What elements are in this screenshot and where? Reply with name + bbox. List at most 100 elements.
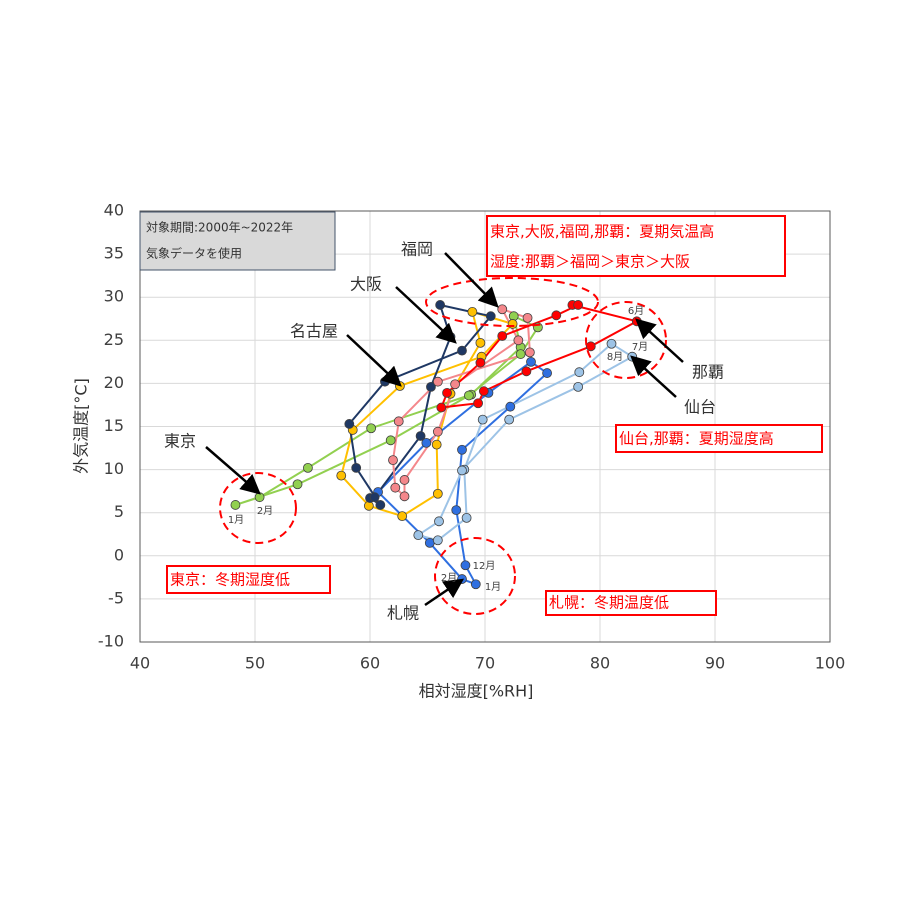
data-point [415,431,426,441]
annotation-arrow [424,578,465,607]
data-point [463,390,474,401]
plot-area [230,300,642,590]
data-point [457,345,467,356]
data-point [450,379,461,390]
month-label: 12月 [473,560,496,572]
note-box [166,565,331,594]
data-point [375,500,386,510]
data-point [478,386,489,397]
data-point [385,435,396,446]
data-point [585,341,596,352]
y-tick-label: 5 [114,502,124,521]
data-point [542,368,552,378]
city-label: 福岡 [401,240,433,259]
data-point [470,579,481,590]
note-text: 札幌：冬期温度低 [549,594,669,612]
data-point [336,470,347,481]
city-label: 那覇 [692,363,724,382]
city-label: 名古屋 [290,322,338,341]
data-point [351,462,362,473]
city-label: 大阪 [350,275,382,294]
data-point [432,488,443,499]
data-point [515,349,526,359]
note-text: 東京,大阪,福岡,那覇：夏期気温高 [490,223,714,241]
data-point [413,530,424,541]
data-point [432,376,443,387]
data-point [432,426,443,437]
month-label: 1月 [228,514,244,526]
y-tick-label: 35 [104,244,124,263]
data-point [551,310,562,321]
data-point [366,423,377,434]
data-point [504,414,515,425]
note-box [486,215,786,277]
city-label: 仙台 [684,398,716,417]
data-point [473,398,484,409]
data-point [442,387,452,398]
data-point [461,512,472,523]
x-tick-label: 70 [475,654,495,673]
data-point [573,300,584,310]
data-point [497,331,508,341]
data-point [505,401,516,412]
data-point [434,516,444,527]
y-tick-label: -10 [98,632,124,651]
month-label: 8月 [607,351,623,363]
data-point [390,482,401,493]
data-point [397,511,408,522]
y-tick-label: 40 [104,201,124,220]
data-point [522,312,533,323]
annotation-arrow [630,355,677,398]
annotation-arrow [205,446,261,495]
month-label: 1月 [485,581,501,593]
annotation-arrow [395,286,457,344]
data-point [424,537,435,548]
data-point [524,347,535,358]
data-point [380,376,390,387]
annotation-arrow [346,334,402,387]
note-box [139,211,336,271]
y-tick-label: 25 [104,330,124,349]
month-label: 2月 [441,572,457,584]
data-point [574,367,585,378]
data-point [302,462,313,473]
note-text: 湿度:那覇＞福岡＞東京＞大阪 [490,253,690,271]
y-tick-label: 0 [114,545,124,564]
note-text: 対象期間:2000年~2022年 [146,221,293,235]
data-point [388,455,398,466]
note-box [545,590,717,616]
data-point [421,437,432,448]
y-tick-label: 20 [104,373,124,392]
data-point [230,500,241,510]
note-text: 東京：冬期湿度低 [170,571,290,589]
x-tick-label: 50 [245,654,265,673]
data-point [399,491,410,502]
x-tick-label: 40 [130,654,150,673]
city-label: 札幌 [387,604,419,623]
data-point [393,416,404,427]
x-tick-label: 100 [815,654,846,673]
annotation-arrow [635,318,684,363]
data-point [573,381,584,392]
y-tick-label: -5 [108,588,124,607]
data-point [513,335,524,346]
data-point [497,304,508,315]
data-point [399,475,410,485]
x-tick-label: 90 [705,654,725,673]
data-point [451,505,462,516]
month-label: 6月 [628,305,644,317]
note-text: 仙台,那覇：夏期湿度高 [619,430,774,448]
data-point [477,414,488,425]
data-point [457,444,467,455]
city-label: 東京 [164,432,196,451]
y-tick-label: 30 [104,287,124,306]
month-label: 7月 [632,341,648,353]
data-point [292,479,303,490]
data-point [457,465,467,476]
y-axis-label: 外気温度[°C] [72,378,91,474]
month-label: 2月 [257,505,273,517]
note-box [615,424,823,453]
annotation-arrow [444,252,499,308]
